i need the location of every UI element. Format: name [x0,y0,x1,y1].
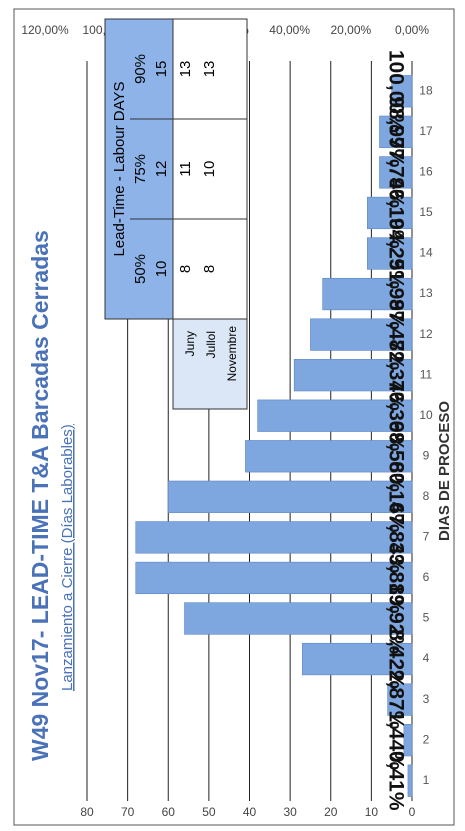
x-tick-3: 3 [423,692,430,706]
y2-tick: 120,00% [21,23,69,37]
bar-13 [322,277,413,311]
bar-7 [135,521,413,554]
bar-10 [257,399,413,432]
x-tick-4: 4 [423,651,430,665]
x-tick-5: 5 [423,611,430,625]
x-tick-7: 7 [423,530,430,544]
table-cell: 12 [153,161,170,178]
bar-label-10: 76,39% [384,380,407,452]
table-col-50: 50% [132,254,149,284]
bar-label-14: 94,25% [384,218,407,290]
bar-label-6: 33,88% [384,542,407,614]
bar-label-11: 82,34% [384,340,407,412]
x-tick-11: 11 [420,367,433,381]
bar-12 [310,318,413,351]
table-cell: 13 [177,61,194,78]
bars [135,75,413,797]
table-cell: 11 [177,161,194,177]
bar-label-17: 98,97% [384,96,407,168]
x-tick-6: 6 [423,570,430,584]
x-tick-8: 8 [423,489,430,503]
y2-tick: 40,00% [269,23,310,37]
table-row-label-jullol: Jullol [204,331,218,358]
table-rowlabel-bg [172,318,248,410]
bar-label-12: 87,47% [384,299,407,371]
bar-15 [367,196,413,230]
table-col-75: 75% [132,154,149,184]
bar-label-5: 19,92% [384,583,407,655]
bar-8 [167,480,413,513]
bar-14 [367,237,413,270]
x-tick-2: 2 [423,732,430,746]
x-tick-9: 9 [423,448,430,462]
x-tick-13: 13 [419,286,433,300]
bar-label-4: 8,42% [384,629,407,689]
y-tick: 30 [283,805,297,819]
table-col-90: 90% [132,54,149,84]
y2-tick: 20,00% [330,23,371,37]
bar-5 [184,602,413,635]
x-tick-15: 15 [419,205,433,219]
bar-labels: 0,41%1,44%2,87%8,42%19,92%33,88%47,84%60… [384,50,407,811]
chart-border [13,8,455,826]
chart-subtitle: Lanzamiento a Cierre (Días Laborables) [59,424,76,691]
y-tick: 70 [121,805,135,819]
y-tick: 20 [324,805,338,819]
bar-label-3: 2,87% [384,670,407,730]
y-tick: 10 [365,805,379,819]
y-tick: 80 [80,805,94,819]
table-cell: 8 [177,265,194,273]
y-tick: 40 [243,805,257,819]
y-tick: 50 [202,805,216,819]
bar-16 [379,156,413,189]
x-tick-18: 18 [419,83,433,97]
bar-label-18: 100,00% [384,50,407,133]
bar-label-8: 60,16% [384,461,407,533]
y-tick: 0 [409,805,416,819]
chart-title: W49 Nov17- LEAD-TIME T&A Barcadas Cerrad… [27,230,53,761]
bar-11 [293,359,413,392]
bar-3 [387,683,413,716]
y-tick: 60 [162,805,176,819]
table-cell: 10 [201,161,218,178]
bar-label-15: 96,10% [384,177,407,249]
bar-6 [135,561,413,595]
bar-9 [245,440,413,473]
bar-label-1: 0,41% [384,751,407,811]
bar-1 [407,764,413,797]
y2-tick: 0,00% [395,23,429,37]
table-row-label-juny: Juny [183,331,197,356]
bar-4 [302,642,413,676]
table-cell: 15 [153,61,170,78]
bar-2 [403,724,413,757]
x-tick-1: 1 [423,773,430,787]
table-row-label-novembre: Novembre [225,326,239,382]
x-tick-14: 14 [419,246,433,260]
bar-label-2: 1,44% [384,710,407,770]
bar-17 [379,115,413,148]
y-tick-labels: 0 10 20 30 40 50 60 70 80 [80,805,415,819]
x-tick-10: 10 [419,408,433,422]
bar-label-7: 47,84% [384,502,407,574]
x-tick-17: 17 [419,124,433,138]
x-axis-label: DIAS DE PROCESO [436,401,453,541]
table-header: Lead-Time - Labour DAYS [111,81,128,256]
bar-label-13: 91,99% [384,258,407,330]
x-tick-12: 12 [419,327,433,341]
table-cell: 8 [201,265,218,273]
lead-time-table: Lead-Time - Labour DAYS 50% 75% 90% Juny… [104,18,248,410]
table-cell: 10 [153,261,170,278]
table-cell: 13 [201,61,218,78]
bar-18 [391,75,413,108]
x-tick-16: 16 [419,165,433,179]
bar-label-16: 97,74% [384,137,407,209]
bar-label-9: 68,58% [384,421,407,493]
